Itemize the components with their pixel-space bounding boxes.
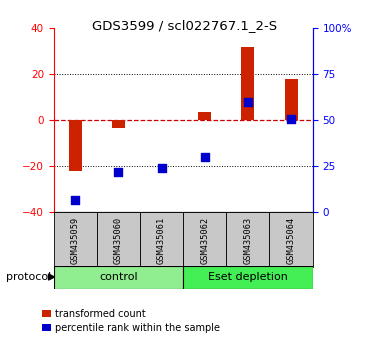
- Legend: transformed count, percentile rank within the sample: transformed count, percentile rank withi…: [42, 309, 221, 333]
- Text: GSM435064: GSM435064: [287, 217, 296, 264]
- Text: GDS3599 / scl022767.1_2-S: GDS3599 / scl022767.1_2-S: [92, 19, 278, 33]
- Bar: [198, 112, 211, 120]
- Bar: [285, 79, 297, 120]
- Text: Eset depletion: Eset depletion: [208, 272, 288, 282]
- Point: [202, 154, 208, 160]
- Bar: [69, 120, 82, 171]
- Bar: [140, 212, 183, 267]
- Bar: [112, 120, 125, 129]
- Point: [159, 165, 165, 171]
- Point: [115, 169, 121, 175]
- Text: GSM435060: GSM435060: [114, 217, 123, 264]
- Bar: [54, 212, 97, 267]
- Text: GSM435061: GSM435061: [157, 217, 166, 264]
- Point: [72, 197, 78, 202]
- Bar: [269, 212, 313, 267]
- Text: protocol: protocol: [6, 272, 51, 282]
- Bar: [54, 266, 183, 289]
- Bar: [226, 212, 269, 267]
- Text: control: control: [99, 272, 138, 282]
- Text: GSM435062: GSM435062: [200, 217, 209, 264]
- Bar: [242, 47, 255, 120]
- Bar: [97, 212, 140, 267]
- Point: [288, 116, 294, 121]
- Text: GSM435063: GSM435063: [243, 217, 252, 264]
- Bar: [183, 212, 226, 267]
- Bar: [183, 266, 313, 289]
- Point: [245, 99, 251, 105]
- Text: GSM435059: GSM435059: [71, 217, 80, 264]
